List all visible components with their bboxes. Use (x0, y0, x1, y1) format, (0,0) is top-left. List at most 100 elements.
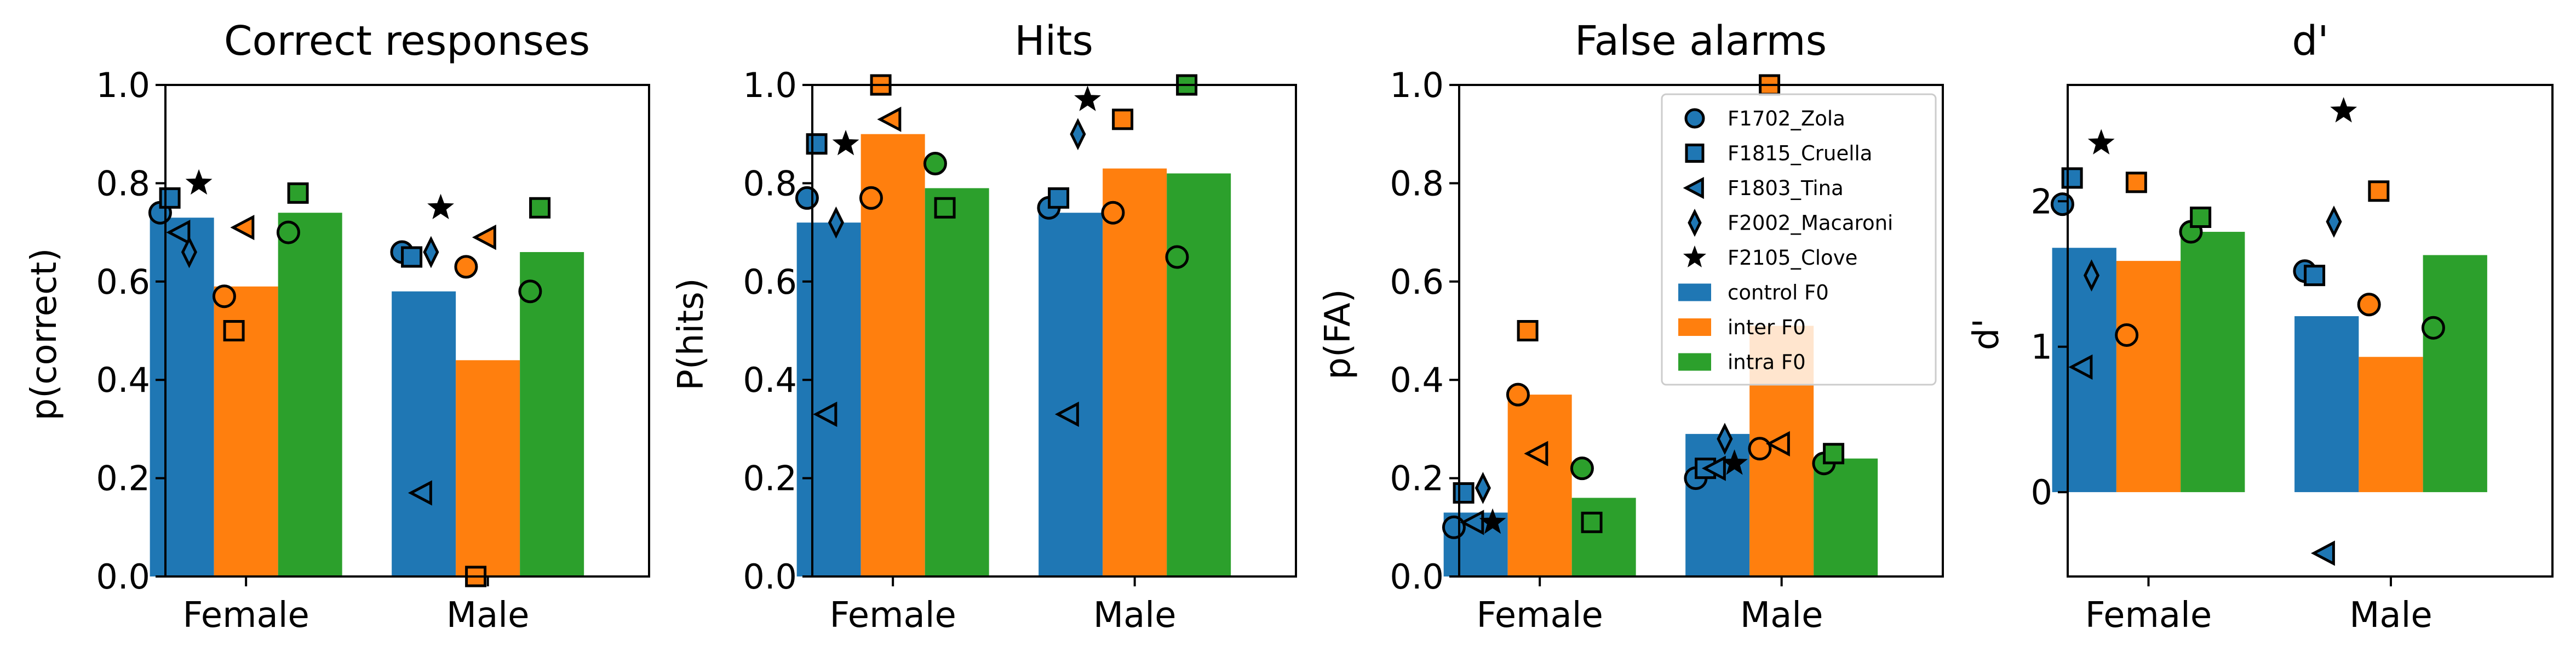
y-tick-label: 0.2 (743, 459, 797, 499)
data-point (287, 182, 309, 204)
y-tick-label: 0.0 (1390, 557, 1444, 597)
y-axis-label: P(hits) (671, 278, 712, 390)
data-point (1101, 201, 1125, 225)
subplot-title: False alarms (1575, 18, 1827, 65)
data-point (2061, 167, 2083, 189)
data-point (2304, 265, 2326, 287)
bar (2181, 232, 2245, 493)
y-axis-label: d' (1966, 318, 2007, 350)
x-tick-label: Female (1476, 595, 1603, 636)
bar (1814, 458, 1878, 576)
data-point (1570, 456, 1594, 481)
data-point (454, 255, 478, 279)
bar (1103, 168, 1167, 576)
data-point (408, 480, 432, 506)
data-point (223, 320, 245, 341)
data-point (181, 236, 197, 269)
y-tick-label: 0.6 (96, 262, 150, 302)
bar (2359, 357, 2423, 493)
legend-marker (1683, 176, 1704, 199)
data-point (427, 193, 455, 220)
y-tick-label: 1 (2031, 327, 2052, 367)
data-point (1475, 472, 1491, 504)
bar (1571, 498, 1636, 576)
bar (2294, 316, 2359, 493)
data-point (2125, 172, 2147, 193)
data-point (276, 220, 300, 244)
subplot-d-prime: d' d' (1966, 18, 2329, 350)
bar (1167, 173, 1231, 577)
data-point (1721, 449, 1748, 475)
subplot-title: Correct responses (224, 18, 590, 65)
bar (456, 360, 520, 576)
bar (1685, 433, 1750, 576)
y-tick-label: 0.8 (96, 163, 150, 203)
legend-patch (1678, 283, 1711, 301)
bar (2116, 261, 2181, 493)
y-tick-label: 0.2 (96, 459, 150, 499)
legend-patch (1678, 318, 1711, 336)
data-point (795, 186, 819, 210)
data-point (1054, 401, 1079, 427)
data-point (1453, 482, 1475, 504)
data-point (2115, 323, 2139, 347)
data-point (1765, 431, 1790, 456)
data-point (2357, 293, 2381, 317)
legend-marker (1683, 245, 1707, 267)
legend-frame (1661, 93, 1937, 386)
data-point (859, 186, 883, 210)
y-tick-label: 0.4 (743, 360, 797, 400)
data-point (1506, 382, 1530, 407)
data-point (518, 279, 542, 304)
data-point (1517, 320, 1539, 341)
data-point (423, 236, 439, 269)
data-point (401, 246, 423, 268)
data-point (813, 401, 837, 427)
data-point (923, 152, 947, 176)
bar (278, 213, 342, 577)
data-point (1048, 187, 1070, 209)
y-tick-label: 1.0 (96, 65, 150, 105)
plot-area: 0.0 0.2 0.4 0.6 0.8 1.0 Female Male (743, 65, 1297, 636)
data-point (1442, 515, 1466, 539)
bar (150, 218, 214, 576)
data-point (166, 219, 191, 245)
y-tick-label: 1.0 (743, 65, 797, 105)
y-tick-label: 0.0 (96, 557, 150, 597)
data-point (2330, 97, 2357, 123)
data-point (2087, 129, 2115, 155)
data-point (1165, 245, 1189, 269)
y-axis-label: p(FA) (1318, 289, 1358, 379)
legend-patch (1678, 353, 1711, 371)
legend-label: F2105_Clove (1728, 246, 1857, 270)
data-point (230, 214, 255, 241)
data-point (832, 129, 859, 156)
data-point (212, 284, 236, 309)
legend-label: inter F0 (1728, 316, 1806, 339)
data-point (159, 187, 181, 209)
data-point (828, 206, 844, 239)
bar (1507, 395, 1572, 576)
y-tick-label: 0.2 (1390, 459, 1444, 499)
data-point (1479, 508, 1506, 534)
legend-marker (1684, 108, 1705, 129)
data-point (1112, 109, 1134, 130)
x-tick-label: Female (829, 595, 956, 636)
x-tick-label: Female (2085, 595, 2212, 636)
legend-marker (1685, 144, 1705, 163)
data-point (1823, 443, 1845, 465)
data-point (2050, 192, 2074, 216)
data-point (934, 197, 956, 219)
subplot-title: Hits (1014, 18, 1093, 65)
axes-frame (2067, 84, 2554, 578)
legend-label: intra F0 (1728, 351, 1806, 374)
axes-frame (1458, 84, 1944, 578)
y-tick-label: 0 (2031, 472, 2052, 512)
bar (392, 291, 456, 576)
plot-area: 0.0 0.2 0.4 0.6 0.8 1.0 Female Male (96, 65, 650, 636)
data-point (1074, 85, 1101, 111)
y-tick-label: 0.6 (743, 262, 797, 302)
data-point (529, 197, 551, 219)
x-tick-label: Male (1740, 595, 1823, 636)
